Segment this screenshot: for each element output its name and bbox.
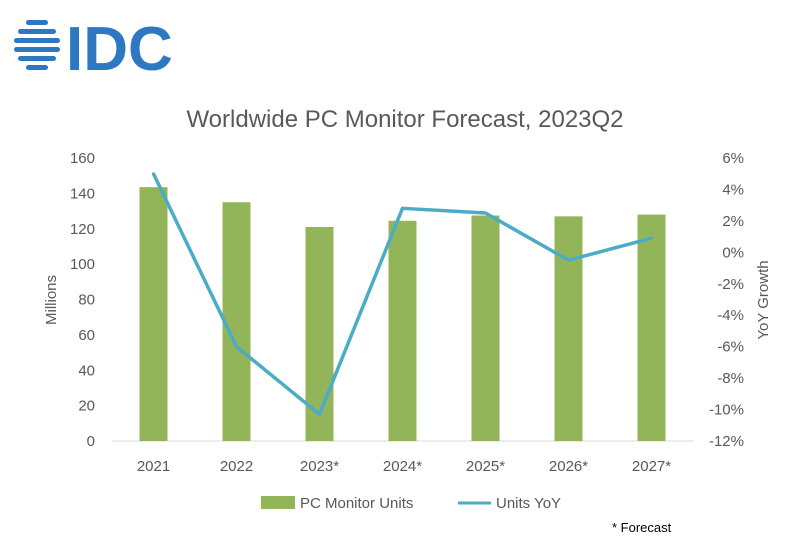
legend-swatch-pc-monitor-units: [261, 496, 295, 509]
yoy-point-2027: [650, 236, 653, 240]
y2-tick-label: 6%: [722, 150, 744, 167]
yoy-point-2025: [484, 211, 487, 215]
y-tick-label: 60: [78, 327, 95, 344]
bar-2027: [637, 214, 666, 441]
x-tick-label: 2025*: [466, 458, 505, 475]
y2-tick-label: -12%: [709, 433, 744, 450]
legend: PC Monitor Units Units YoY: [261, 495, 561, 512]
y2-tick-label: -2%: [717, 276, 744, 293]
y2-axis-label: YoY Growth: [755, 260, 772, 339]
idc-logo: IDC: [14, 15, 173, 80]
chart-title: Worldwide PC Monitor Forecast, 2023Q2: [186, 106, 623, 133]
legend-label-pc-monitor-units: PC Monitor Units: [300, 495, 413, 512]
line-series: [151, 172, 653, 417]
y2-axis-ticks: -12% -10% -8% -6% -4% -2% 0% 2% 4% 6%: [709, 150, 744, 450]
y-tick-label: 0: [87, 433, 95, 450]
x-tick-label: 2027*: [632, 458, 671, 475]
bar-2025: [471, 215, 500, 441]
bar-2021: [139, 187, 168, 441]
bar-series: [139, 187, 666, 441]
y2-tick-label: -6%: [717, 339, 744, 356]
y2-tick-label: 0%: [722, 244, 744, 261]
idc-logo-wordmark: IDC: [66, 15, 173, 80]
y2-tick-label: -8%: [717, 370, 744, 387]
y-axis-ticks: 0 20 40 60 80 100 120 140 160: [70, 150, 95, 450]
x-axis-ticks: 2021 2022 2023* 2024* 2025* 2026* 2027*: [137, 458, 671, 475]
bar-2022: [222, 202, 251, 441]
y-tick-label: 120: [70, 221, 95, 238]
y-tick-label: 100: [70, 256, 95, 273]
yoy-point-2026: [567, 258, 570, 262]
yoy-point-2022: [235, 345, 238, 349]
y-tick-label: 140: [70, 185, 95, 202]
x-tick-label: 2023*: [300, 458, 339, 475]
bar-2024: [388, 220, 417, 441]
yoy-point-2021: [152, 172, 155, 176]
y-axis-label: Millions: [43, 275, 60, 325]
legend-label-units-yoy: Units YoY: [496, 495, 561, 512]
idc-logo-globe-icon: [14, 20, 60, 70]
y-tick-label: 80: [78, 292, 95, 309]
yoy-point-2024: [401, 206, 404, 210]
x-tick-label: 2022: [220, 458, 253, 475]
x-tick-label: 2026*: [549, 458, 588, 475]
x-tick-label: 2024*: [383, 458, 422, 475]
forecast-footnote: * Forecast: [612, 520, 672, 535]
bar-2023: [305, 226, 334, 441]
y2-tick-label: 4%: [722, 181, 744, 198]
bar-2026: [554, 216, 583, 441]
y-tick-label: 40: [78, 362, 95, 379]
y-tick-label: 160: [70, 150, 95, 167]
x-tick-label: 2021: [137, 458, 170, 475]
y2-tick-label: -4%: [717, 307, 744, 324]
y-tick-label: 20: [78, 398, 95, 415]
yoy-point-2023: [318, 412, 321, 416]
y2-tick-label: -10%: [709, 402, 744, 419]
y2-tick-label: 2%: [722, 213, 744, 230]
